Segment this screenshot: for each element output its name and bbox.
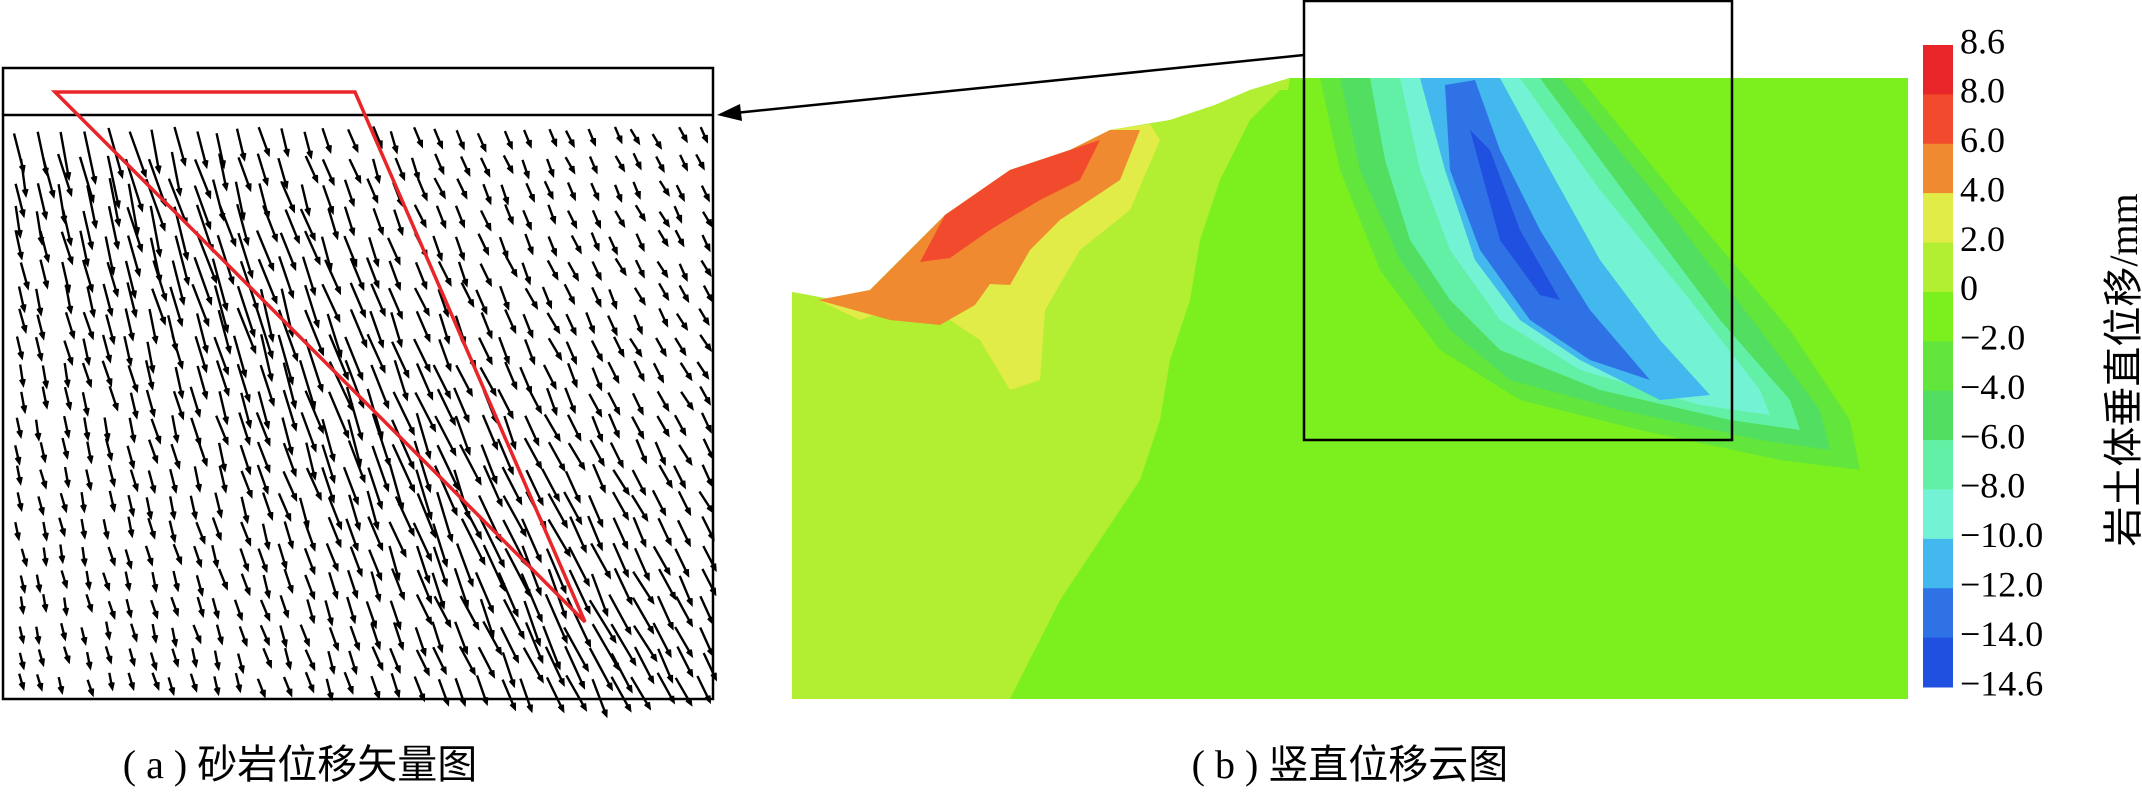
- contour-region: [1445, 80, 1650, 380]
- sliding-wedge: [50, 90, 587, 624]
- colorbar-label: −14.6: [1960, 663, 2043, 703]
- zoom-arrowhead: [717, 104, 742, 121]
- zoom-box: [1302, 0, 1734, 442]
- colorbar-label: −10.0: [1960, 515, 2043, 555]
- colorbar-segment: [1923, 637, 1953, 688]
- colorbar-label: −8.0: [1960, 466, 2025, 506]
- colorbar-segment: [1923, 143, 1953, 194]
- colorbar-segment: [1923, 242, 1953, 293]
- caption: ( b ) 竖直位移云图: [1192, 742, 1509, 787]
- colorbar-label: 2.0: [1960, 219, 2005, 259]
- contour-region: [1010, 90, 1300, 699]
- colorbar-segment: [1923, 94, 1953, 145]
- caption: ( a ) 砂岩位移矢量图: [123, 742, 477, 787]
- colorbar-segment: [1923, 341, 1953, 392]
- colorbar-segment: [1923, 489, 1953, 540]
- colorbar-label: 6.0: [1960, 120, 2005, 160]
- contour-region: [1470, 130, 1560, 300]
- colorbar-segment: [1923, 440, 1953, 490]
- colorbar-segment: [1923, 45, 1953, 95]
- colorbar-segment: [1923, 390, 1953, 441]
- contour-panel: [717, 0, 1908, 699]
- vector-panel: [1, 66, 717, 719]
- contour-region: [920, 140, 1100, 262]
- colorbar-label: −6.0: [1960, 416, 2025, 456]
- colorbar-label: −2.0: [1960, 318, 2025, 358]
- colorbar-label: 8.0: [1960, 71, 2005, 111]
- colorbar-label: −4.0: [1960, 367, 2025, 407]
- colorbar: 8.6 8.0 6.0 4.0 2.0 0 −2.0 −4.0 −6.0 −8.0 −10.0 −12…: [1923, 21, 2043, 703]
- colorbar-label: 8.6: [1960, 21, 2005, 61]
- vector-arrows: [12, 125, 717, 719]
- colorbar-title: 岩土体垂直位移/mm: [2101, 193, 2142, 546]
- colorbar-label: −14.0: [1960, 614, 2043, 654]
- zoom-arrow: [734, 53, 1305, 115]
- colorbar-label: 0: [1960, 268, 1978, 308]
- colorbar-segment: [1923, 291, 1953, 342]
- colorbar-label: 4.0: [1960, 169, 2005, 209]
- colorbar-label: −12.0: [1960, 564, 2043, 604]
- colorbar-segment: [1923, 588, 1953, 639]
- colorbar-segment: [1923, 193, 1953, 244]
- colorbar-segment: [1923, 538, 1953, 589]
